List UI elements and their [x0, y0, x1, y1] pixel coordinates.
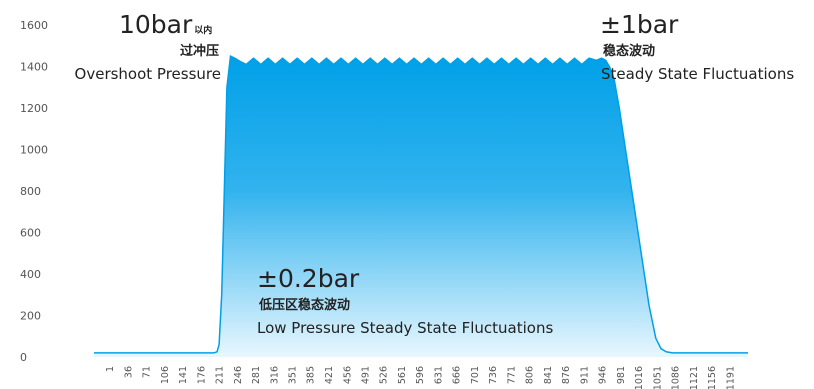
- x-tick-label: 1121: [689, 366, 700, 389]
- x-tick-label: 106: [160, 366, 171, 384]
- series-layer: [94, 54, 748, 357]
- low-en-label: Low Pressure Steady State Fluctuations: [257, 319, 553, 337]
- x-tick-label: 1051: [652, 366, 663, 389]
- x-tick-label: 946: [598, 366, 609, 384]
- overshoot-en-label: Overshoot Pressure: [75, 65, 221, 83]
- low-pressure-annotation: ±0.2bar 低压区稳态波动 Low Pressure Steady Stat…: [257, 264, 553, 337]
- x-tick-label: 1191: [725, 366, 736, 389]
- steady-en-label: Steady State Fluctuations: [601, 65, 794, 83]
- x-tick-label: 491: [361, 366, 372, 384]
- x-tick-label: 1016: [634, 366, 645, 389]
- overshoot-cn-label: 过冲压: [180, 43, 219, 59]
- overshoot-annotation: 10bar 以内 过冲压 Overshoot Pressure: [75, 10, 221, 83]
- y-tick-label: 1600: [20, 19, 48, 32]
- x-tick-label: 1156: [707, 366, 718, 389]
- y-tick-label: 400: [20, 268, 41, 281]
- y-tick-label: 1400: [20, 61, 48, 74]
- y-tick-label: 200: [20, 310, 41, 323]
- y-tick-label: 800: [20, 185, 41, 198]
- x-tick-label: 36: [123, 366, 134, 378]
- x-axis: 1 36 71 106 141 176 211 246 281 316 351 385 421 456 49…: [105, 366, 736, 389]
- x-tick-label: 456: [342, 366, 353, 384]
- pressure-area: [94, 56, 748, 357]
- x-tick-label: 666: [452, 366, 463, 384]
- x-tick-label: 876: [561, 366, 572, 384]
- x-tick-label: 316: [269, 366, 280, 384]
- low-cn-label: 低压区稳态波动: [258, 297, 350, 313]
- x-tick-label: 911: [579, 366, 590, 384]
- x-tick-label: 1: [105, 366, 116, 372]
- x-tick-label: 421: [324, 366, 335, 384]
- x-tick-label: 596: [415, 366, 426, 384]
- x-tick-label: 351: [288, 366, 299, 384]
- steady-cn-label: 稳态波动: [603, 43, 655, 59]
- y-tick-label: 600: [20, 227, 41, 240]
- x-tick-label: 701: [470, 366, 481, 384]
- y-tick-label: 0: [20, 351, 27, 364]
- x-tick-label: 246: [233, 366, 244, 384]
- steady-value-label: ±1bar: [600, 10, 679, 39]
- pressure-line: [94, 54, 748, 354]
- x-tick-label: 736: [488, 366, 499, 384]
- steady-annotation: ±1bar 稳态波动 Steady State Fluctuations: [600, 10, 794, 83]
- y-axis: 0 200 400 600 800 1000 1200 1400 1600: [20, 19, 48, 364]
- x-tick-label: 561: [397, 366, 408, 384]
- overshoot-value-label: 10bar 以内: [119, 10, 212, 39]
- x-tick-label: 806: [525, 366, 536, 384]
- x-tick-label: 385: [305, 366, 316, 384]
- x-tick-label: 281: [251, 366, 262, 384]
- x-tick-label: 71: [142, 366, 153, 378]
- x-tick-label: 211: [215, 366, 226, 384]
- x-tick-label: 631: [433, 366, 444, 384]
- y-tick-label: 1000: [20, 144, 48, 157]
- x-tick-label: 841: [543, 366, 554, 384]
- y-tick-label: 1200: [20, 102, 48, 115]
- x-tick-label: 141: [178, 366, 189, 384]
- x-tick-label: 981: [616, 366, 627, 384]
- x-tick-label: 1086: [671, 366, 682, 389]
- low-value-label: ±0.2bar: [257, 264, 360, 293]
- x-tick-label: 771: [506, 366, 517, 384]
- x-tick-label: 176: [196, 366, 207, 384]
- x-tick-label: 526: [379, 366, 390, 384]
